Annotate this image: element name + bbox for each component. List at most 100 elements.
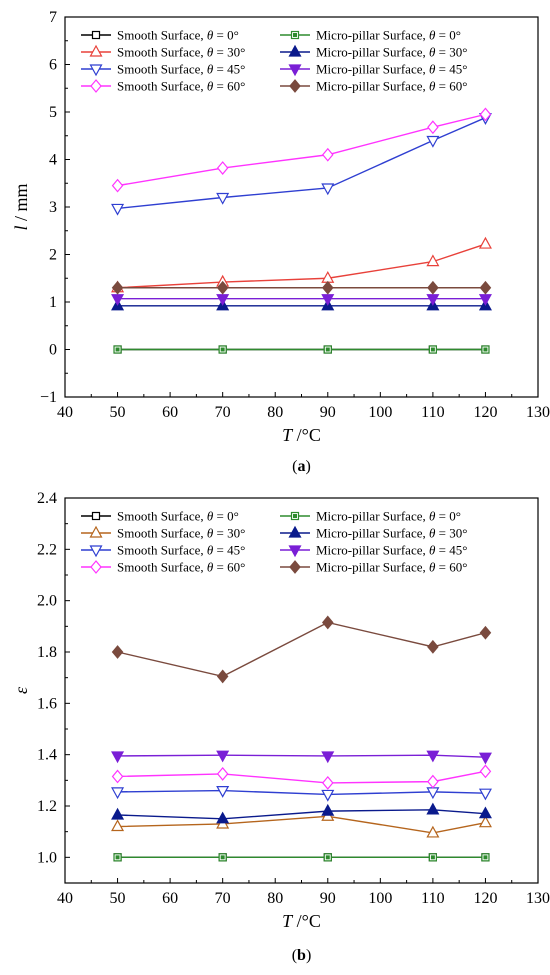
x-tick-label: 70 bbox=[215, 404, 231, 421]
y-tick-label: −1 bbox=[40, 389, 57, 406]
y-tick-label: 5 bbox=[49, 104, 57, 121]
data-point bbox=[111, 178, 124, 193]
x-tick-label: 40 bbox=[57, 890, 73, 907]
x-tick-label: 120 bbox=[473, 404, 497, 421]
legend-marker bbox=[89, 64, 103, 77]
data-point bbox=[216, 669, 229, 684]
legend-entry: Smooth Surface, θ = 0° bbox=[117, 28, 239, 43]
data-point-core bbox=[430, 855, 435, 860]
legend-marker bbox=[89, 525, 103, 538]
x-tick-label: 40 bbox=[57, 404, 73, 421]
data-point bbox=[111, 280, 124, 295]
data-point-core bbox=[220, 855, 225, 860]
y-tick-label: 1.0 bbox=[37, 849, 57, 866]
data-point bbox=[321, 294, 335, 306]
data-point bbox=[111, 645, 124, 659]
x-tick-label: 90 bbox=[320, 404, 336, 421]
x-tick-label: 100 bbox=[368, 404, 392, 421]
legend-entry: Micro-pillar Surface, θ = 0° bbox=[316, 28, 461, 43]
series-line bbox=[117, 815, 486, 834]
data-point bbox=[426, 135, 440, 148]
data-point bbox=[426, 825, 440, 838]
y-tick-label: 1.4 bbox=[37, 747, 57, 764]
data-point bbox=[321, 751, 335, 764]
data-point bbox=[216, 766, 229, 781]
legend-marker bbox=[288, 525, 302, 538]
data-point-core bbox=[430, 347, 435, 352]
data-point bbox=[427, 639, 439, 654]
x-tick-label: 130 bbox=[526, 890, 550, 907]
data-point-core bbox=[115, 347, 120, 352]
data-point bbox=[426, 787, 440, 800]
data-point bbox=[216, 161, 229, 175]
y-tick-label: 7 bbox=[49, 9, 57, 26]
data-point bbox=[216, 750, 230, 763]
data-point bbox=[427, 280, 439, 295]
data-point bbox=[321, 280, 334, 295]
legend-entry: Smooth Surface, θ = 45° bbox=[117, 62, 245, 77]
x-axis-title: T /°C bbox=[282, 425, 321, 445]
y-tick-label: 4 bbox=[49, 152, 57, 169]
data-point bbox=[478, 788, 492, 801]
data-point bbox=[111, 819, 125, 832]
data-point bbox=[478, 815, 492, 828]
x-tick-label: 110 bbox=[421, 890, 444, 907]
panel-caption: (b) bbox=[292, 947, 312, 964]
data-point bbox=[111, 787, 125, 800]
legend-entry: Micro-pillar Surface, θ = 45° bbox=[316, 62, 467, 77]
x-tick-label: 80 bbox=[267, 890, 283, 907]
x-tick-label: 130 bbox=[526, 404, 550, 421]
x-tick-label: 100 bbox=[368, 890, 392, 907]
data-point bbox=[479, 625, 492, 640]
data-point bbox=[479, 107, 492, 122]
legend-marker bbox=[90, 79, 102, 93]
data-point-core bbox=[325, 855, 330, 860]
x-tick-label: 70 bbox=[215, 890, 231, 907]
y-tick-label: 6 bbox=[49, 57, 57, 74]
legend-marker bbox=[89, 44, 103, 57]
legend-entry: Smooth Surface, θ = 0° bbox=[117, 509, 239, 524]
y-tick-label: 3 bbox=[49, 199, 57, 216]
data-point bbox=[216, 811, 230, 824]
y-tick-label: 2.4 bbox=[37, 490, 57, 507]
data-point bbox=[426, 294, 440, 306]
data-point bbox=[111, 807, 125, 820]
data-point bbox=[426, 254, 440, 267]
legend-marker-core bbox=[293, 33, 297, 37]
data-point bbox=[321, 147, 334, 162]
data-point bbox=[478, 806, 492, 819]
legend-entry: Smooth Surface, θ = 30° bbox=[117, 45, 245, 60]
legend-marker bbox=[288, 64, 302, 77]
legend-entry: Smooth Surface, θ = 30° bbox=[117, 526, 245, 541]
chart-panel-b: 40 50 60 70 80 90 100 110 120 130 1.0 1.2 1.4 1.6 1.8 2… bbox=[11, 490, 550, 964]
legend-entry: Micro-pillar Surface, θ = 30° bbox=[316, 45, 467, 60]
y-tick-label: 2.2 bbox=[37, 541, 57, 558]
legend-entry: Micro-pillar Surface, θ = 30° bbox=[316, 526, 467, 541]
data-point bbox=[111, 294, 125, 306]
legend-entry: Micro-pillar Surface, θ = 60° bbox=[316, 560, 467, 575]
data-point-core bbox=[220, 347, 225, 352]
data-point-core bbox=[483, 347, 488, 352]
legend-marker bbox=[91, 511, 101, 521]
data-point-core bbox=[115, 855, 120, 860]
data-point bbox=[216, 192, 230, 205]
y-tick-label: 1 bbox=[49, 294, 57, 311]
data-point bbox=[427, 774, 439, 789]
legend-entry: Smooth Surface, θ = 45° bbox=[117, 543, 245, 558]
data-point bbox=[321, 615, 334, 630]
data-point bbox=[111, 203, 125, 216]
y-tick-label: 2.0 bbox=[37, 593, 57, 610]
data-point bbox=[321, 803, 335, 816]
x-tick-label: 110 bbox=[421, 404, 444, 421]
y-tick-label: 1.8 bbox=[37, 644, 57, 661]
x-tick-label: 60 bbox=[162, 404, 178, 421]
legend-marker bbox=[289, 560, 301, 574]
data-point bbox=[111, 769, 124, 784]
data-point bbox=[479, 764, 492, 779]
data-point bbox=[216, 280, 229, 295]
legend-entry: Smooth Surface, θ = 60° bbox=[117, 560, 245, 575]
series-line bbox=[117, 117, 486, 210]
data-point bbox=[478, 294, 492, 306]
legend-marker bbox=[289, 79, 301, 93]
